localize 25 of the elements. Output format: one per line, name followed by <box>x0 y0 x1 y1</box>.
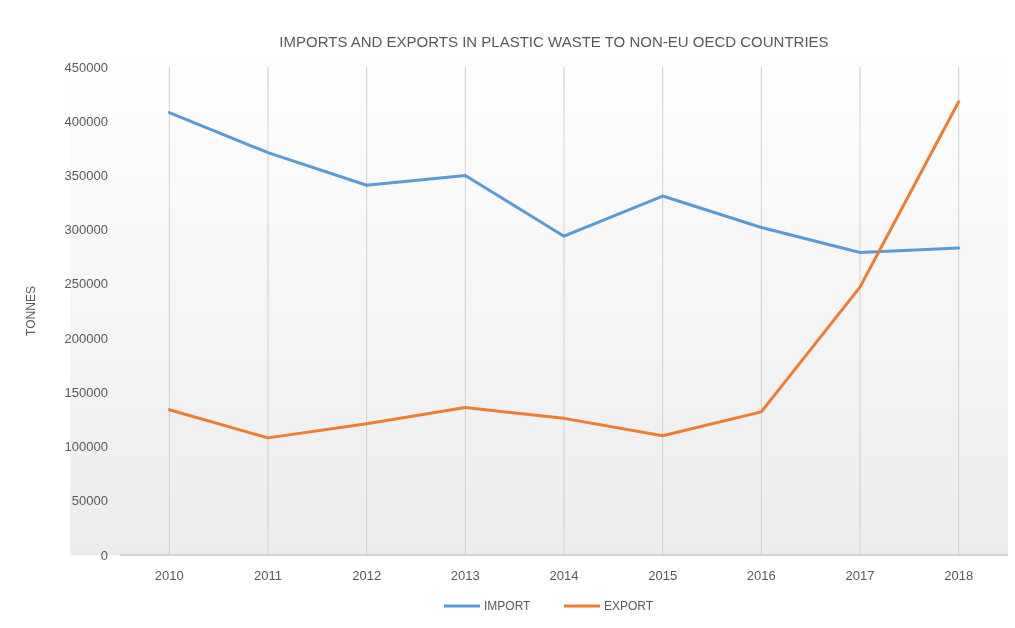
legend-label: EXPORT <box>604 599 654 614</box>
x-tick-label: 2017 <box>845 568 875 583</box>
y-tick-label: 400000 <box>64 113 108 129</box>
x-tick-label: 2012 <box>352 568 382 583</box>
line-series <box>167 100 961 440</box>
y-tick-label: 250000 <box>64 276 108 292</box>
y-tick-label: 350000 <box>64 167 108 183</box>
y-axis-title: TONNES <box>24 286 38 336</box>
y-tick-label: 150000 <box>64 384 108 400</box>
x-tick-label: 2011 <box>254 568 282 583</box>
y-tick-label: 50000 <box>71 493 108 509</box>
line-series <box>167 111 961 254</box>
y-tick-label: 0 <box>100 547 108 563</box>
chart-title: IMPORTS AND EXPORTS IN PLASTIC WASTE TO NON-EU OECD COUNTRIES <box>279 33 829 50</box>
y-tick-label: 300000 <box>64 222 108 238</box>
y-tick-label: 100000 <box>64 439 108 455</box>
x-tick-label: 2013 <box>450 568 480 583</box>
x-tick-label: 2016 <box>746 568 776 583</box>
x-tick-label: 2018 <box>944 568 974 583</box>
x-tick-label: 2010 <box>154 568 184 583</box>
y-tick-label: 450000 <box>64 59 108 75</box>
x-tick-label: 2014 <box>549 568 579 583</box>
x-tick-label: 2015 <box>648 568 678 583</box>
legend-label: IMPORT <box>484 599 532 614</box>
y-tick-label: 200000 <box>64 330 108 346</box>
